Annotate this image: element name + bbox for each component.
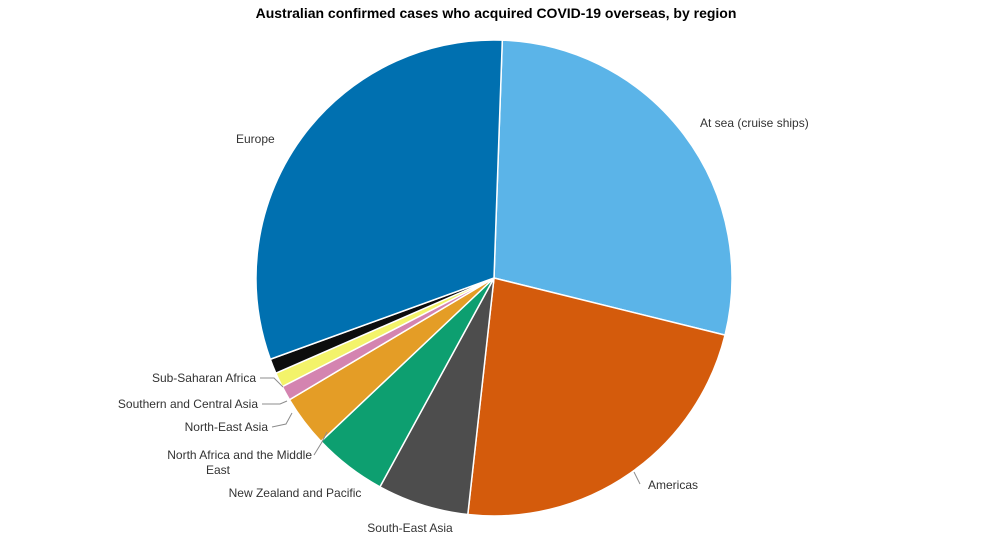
leader-line-southern-and-central-asia <box>262 400 288 405</box>
pie-slice-europe <box>255 39 504 361</box>
slice-label-south-east-asia: South-East Asia <box>367 521 453 535</box>
pie-slice-americas <box>466 277 726 517</box>
slice-label-southern-and-central-asia: Southern and Central Asia <box>118 397 258 411</box>
leader-line-sub-saharan-africa <box>260 377 284 388</box>
slice-label-north-east-asia: North-East Asia <box>185 420 269 434</box>
slice-label-at-sea-cruise-ships: At sea (cruise ships) <box>700 116 809 130</box>
slice-label-americas: Americas <box>648 478 698 492</box>
slice-labels: At sea (cruise ships) Americas South-East … <box>118 116 809 535</box>
slice-label-europe: Europe <box>236 132 275 146</box>
chart-title: Australian confirmed cases who acquired … <box>255 5 737 21</box>
slice-label-north-africa-and-the-middle-east: North Africa and the Middle East <box>167 448 312 477</box>
leader-lines <box>260 377 641 485</box>
leader-line-north-africa-and-the-middle-east <box>313 431 328 456</box>
slice-label-new-zealand-and-pacific: New Zealand and Pacific <box>229 486 362 500</box>
leader-line-americas <box>633 471 641 485</box>
leader-line-north-east-asia <box>271 412 293 428</box>
slice-label-sub-saharan-africa: Sub-Saharan Africa <box>152 371 256 385</box>
pie-slices <box>255 39 733 517</box>
pie-slice-at-sea-cruise-ships <box>493 39 733 336</box>
